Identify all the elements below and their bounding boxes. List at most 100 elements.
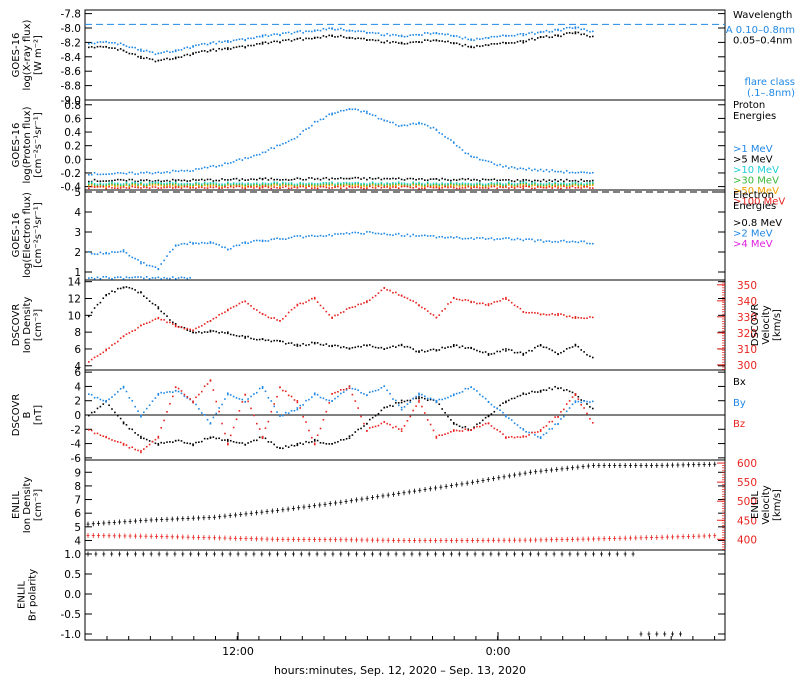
data-point bbox=[96, 45, 99, 48]
data-point bbox=[513, 436, 516, 439]
data-point bbox=[290, 308, 293, 311]
data-point bbox=[311, 124, 313, 127]
data-point bbox=[452, 344, 455, 346]
data-point bbox=[409, 399, 412, 402]
y-tick-label: 2 bbox=[74, 396, 81, 408]
data-point bbox=[351, 177, 354, 180]
data-point bbox=[160, 310, 163, 313]
data-point bbox=[493, 178, 496, 180]
data-point bbox=[328, 182, 331, 184]
data-point bbox=[148, 184, 151, 187]
data-point bbox=[380, 186, 383, 189]
data-point bbox=[487, 187, 490, 190]
data-point bbox=[140, 437, 142, 439]
data-point bbox=[415, 186, 417, 188]
data-point bbox=[574, 241, 577, 243]
data-point bbox=[447, 40, 449, 43]
data-point bbox=[247, 179, 249, 181]
data-point bbox=[563, 171, 565, 174]
data-point bbox=[238, 335, 241, 338]
data-point bbox=[545, 35, 548, 37]
data-point bbox=[592, 30, 594, 33]
data-point bbox=[476, 37, 478, 40]
data-point bbox=[583, 184, 585, 187]
data-point bbox=[461, 345, 464, 347]
data-point bbox=[366, 186, 368, 188]
data-point bbox=[510, 349, 513, 351]
data-point bbox=[99, 183, 102, 186]
data-point bbox=[114, 47, 116, 50]
data-point bbox=[282, 181, 284, 184]
data-point bbox=[424, 412, 426, 414]
data-point bbox=[88, 183, 90, 186]
data-point bbox=[415, 185, 417, 187]
data-point bbox=[528, 431, 530, 434]
data-point bbox=[93, 46, 96, 49]
data-point bbox=[421, 405, 423, 408]
data-point bbox=[195, 242, 197, 244]
data-point bbox=[476, 44, 478, 47]
data-point bbox=[418, 397, 420, 400]
data-point bbox=[586, 183, 588, 186]
data-point bbox=[470, 301, 472, 304]
data-point bbox=[536, 184, 539, 187]
data-point bbox=[195, 396, 197, 399]
data-point bbox=[261, 313, 264, 315]
data-point bbox=[169, 180, 171, 183]
data-point bbox=[406, 399, 409, 402]
data-point bbox=[105, 436, 107, 439]
data-point bbox=[342, 346, 345, 348]
data-point bbox=[545, 432, 548, 434]
right-y-axis-label-line: ENLIL bbox=[750, 491, 761, 519]
data-point bbox=[548, 313, 551, 316]
data-point bbox=[198, 441, 200, 443]
data-point bbox=[215, 330, 218, 333]
data-point bbox=[122, 183, 125, 185]
data-point bbox=[426, 235, 429, 237]
data-point bbox=[160, 172, 163, 174]
data-point bbox=[102, 173, 105, 176]
data-point bbox=[145, 56, 148, 59]
data-point bbox=[438, 186, 441, 188]
data-point bbox=[519, 167, 522, 169]
data-point bbox=[177, 186, 180, 189]
data-point bbox=[119, 337, 122, 339]
data-point bbox=[186, 169, 189, 172]
data-point bbox=[282, 183, 284, 185]
data-point bbox=[412, 186, 415, 189]
data-point bbox=[360, 232, 362, 235]
data-point bbox=[363, 37, 365, 40]
data-point bbox=[157, 267, 160, 270]
data-point bbox=[476, 349, 478, 352]
x-tick-label: 0:00 bbox=[486, 645, 511, 658]
data-point bbox=[322, 177, 325, 180]
data-point bbox=[476, 156, 478, 159]
data-point bbox=[487, 304, 490, 307]
data-point bbox=[180, 184, 183, 186]
data-point bbox=[458, 346, 461, 349]
data-point bbox=[473, 427, 475, 430]
data-point bbox=[424, 184, 426, 187]
data-point bbox=[166, 185, 168, 187]
data-point bbox=[565, 389, 568, 391]
data-point bbox=[253, 182, 255, 185]
data-point bbox=[403, 235, 406, 237]
data-point bbox=[400, 344, 403, 347]
data-point bbox=[386, 32, 388, 35]
data-point bbox=[296, 303, 299, 306]
data-point bbox=[403, 406, 406, 408]
data-point bbox=[99, 398, 102, 401]
data-point bbox=[571, 391, 574, 394]
data-point bbox=[377, 177, 380, 179]
data-point bbox=[438, 40, 441, 42]
data-point bbox=[169, 186, 171, 188]
data-point bbox=[90, 358, 93, 361]
data-point bbox=[467, 387, 470, 390]
data-point bbox=[267, 35, 270, 38]
data-point bbox=[334, 441, 336, 444]
data-point bbox=[340, 183, 342, 186]
data-point bbox=[99, 173, 102, 176]
y-tick-label: 0.6 bbox=[64, 113, 81, 125]
data-point bbox=[166, 391, 168, 393]
data-point bbox=[203, 242, 206, 244]
